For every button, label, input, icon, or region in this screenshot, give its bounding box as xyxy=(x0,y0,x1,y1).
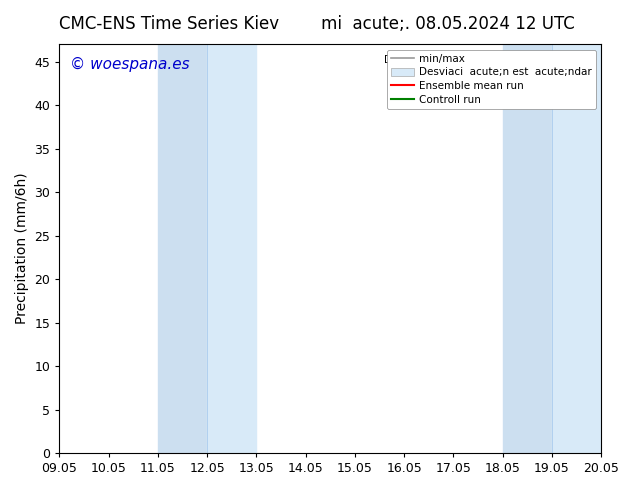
Legend: min/max, Desviaci  acute;n est  acute;ndar, Ensemble mean run, Controll run: min/max, Desviaci acute;n est acute;ndar… xyxy=(387,49,596,109)
Bar xyxy=(503,45,552,453)
Text: © woespana.es: © woespana.es xyxy=(70,57,190,72)
Bar xyxy=(207,45,256,453)
Text: Desviaci   acute;n est  acute;ndar: Desviaci acute;n est acute;ndar xyxy=(384,54,560,65)
Y-axis label: Precipitation (mm/6h): Precipitation (mm/6h) xyxy=(15,173,29,324)
Text: CMC-ENS Time Series Kiev        mi  acute;. 08.05.2024 12 UTC: CMC-ENS Time Series Kiev mi acute;. 08.0… xyxy=(59,15,575,33)
Bar xyxy=(158,45,207,453)
Bar xyxy=(552,45,601,453)
